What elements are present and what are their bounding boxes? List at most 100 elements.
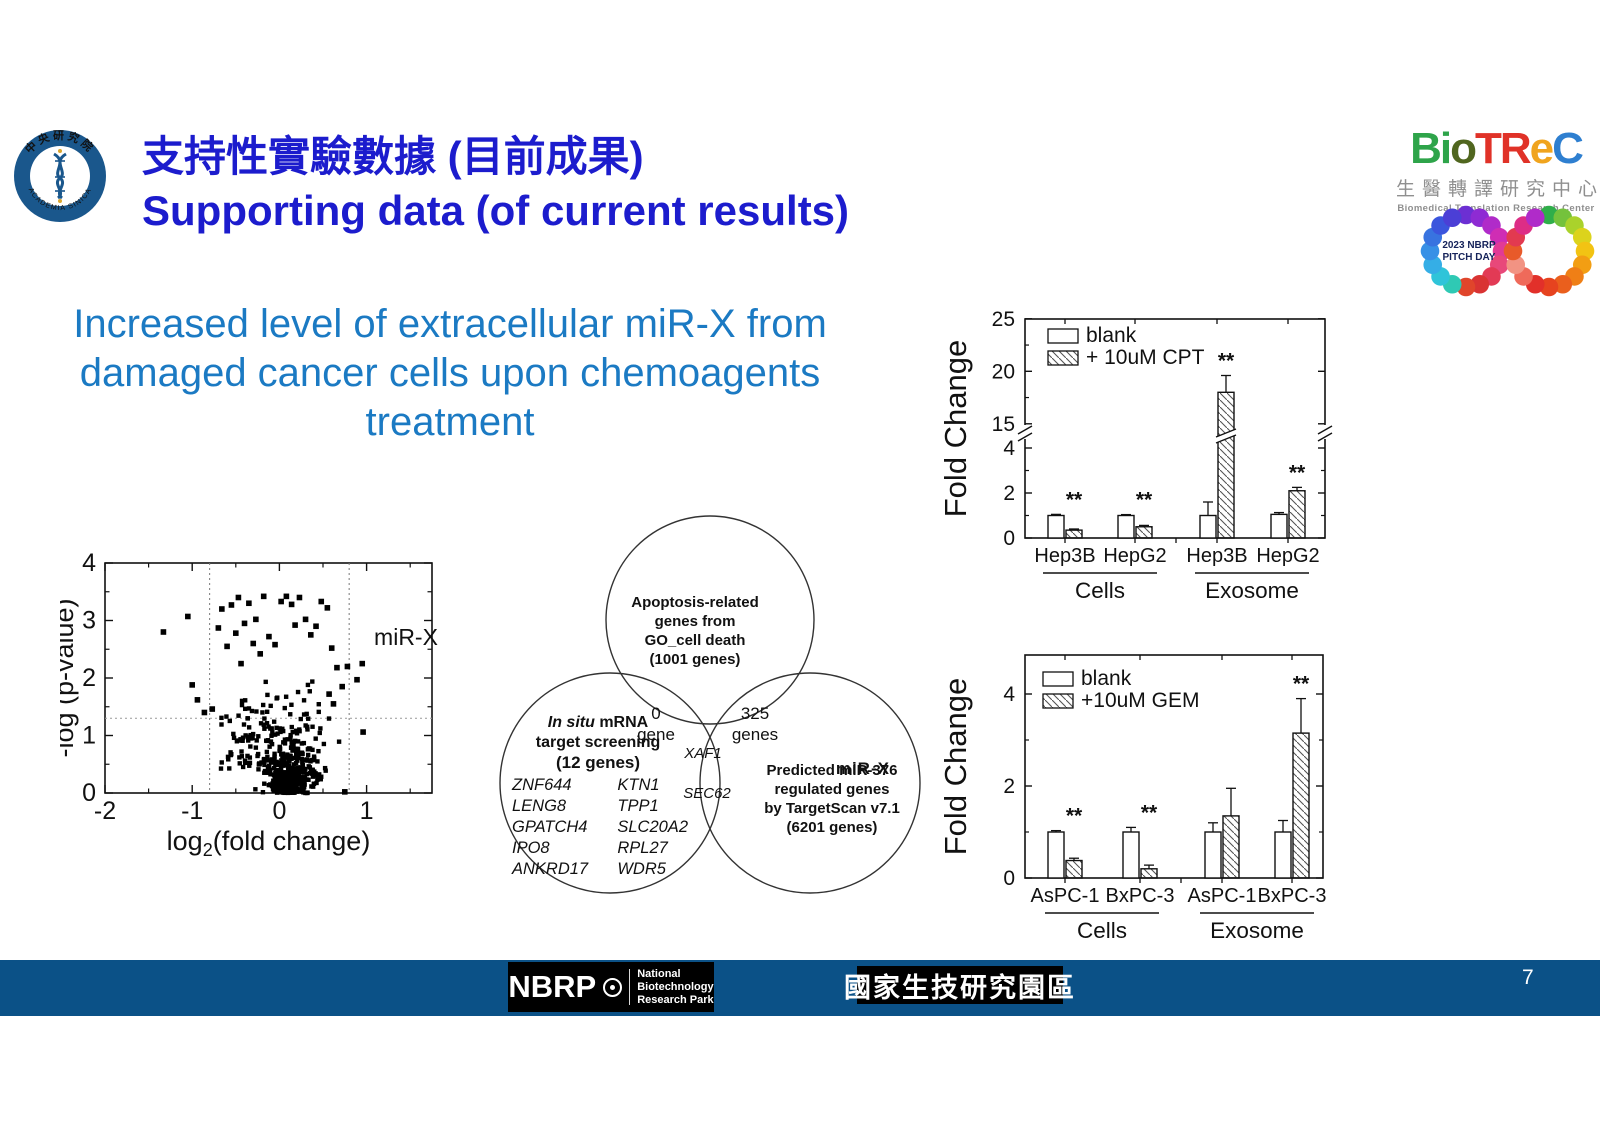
scatter-point xyxy=(274,759,279,765)
scatter-outlier xyxy=(257,651,264,657)
scatter-point xyxy=(315,777,320,782)
scatter-point xyxy=(239,749,244,754)
significance-label: ** xyxy=(1289,461,1306,484)
venn-overlap-top-right: 325 genes xyxy=(731,704,779,744)
scatter-point xyxy=(262,726,267,731)
ring-dot xyxy=(1506,255,1526,275)
scatter-point xyxy=(291,762,297,767)
scatter-point xyxy=(286,769,291,774)
nbrp-divider xyxy=(629,969,631,1005)
biotrec-letter: C xyxy=(1552,124,1584,173)
title-zh: 支持性實驗數據 (目前成果) xyxy=(142,133,644,180)
y-axis-title: -log (p-value) xyxy=(60,598,79,757)
scatter-outlier xyxy=(201,709,208,716)
x-tick-label: -1 xyxy=(181,797,203,825)
scatter-point xyxy=(272,754,277,759)
venn-right-label: Predicted miR-376 miR-X regulated genes … xyxy=(764,759,900,836)
ring-dot xyxy=(1503,241,1523,261)
biotrec-logo: BioTReC 生醫轉譯研究中心 Biomedical Translation … xyxy=(1396,126,1600,215)
page-title: 支持性實驗數據 (目前成果) Supporting data (of curre… xyxy=(142,130,849,238)
bar-treated xyxy=(1065,529,1083,539)
scatter-point xyxy=(277,746,283,751)
category-label: HepG2 xyxy=(1103,545,1166,567)
scatter-point xyxy=(283,770,288,775)
scatter-point xyxy=(298,716,303,722)
title-en: Supporting data (of current results) xyxy=(142,187,850,234)
axis-break-slash xyxy=(1317,432,1333,442)
scatter-point xyxy=(275,731,280,736)
scatter-point xyxy=(249,708,255,714)
biotrec-letter: B xyxy=(1410,124,1442,173)
venn-circle-top xyxy=(605,515,815,725)
scatter-point xyxy=(276,788,281,794)
scatter-point xyxy=(302,782,307,787)
ring-dot xyxy=(1456,277,1476,297)
venn-circle-right xyxy=(699,672,921,894)
scatter-point xyxy=(272,779,277,785)
scatter-point xyxy=(258,721,264,726)
scatter-point xyxy=(242,760,248,766)
scatter-point xyxy=(231,735,237,741)
bar-blank xyxy=(1117,514,1135,539)
scatter-outlier xyxy=(354,676,360,683)
scatter-point xyxy=(278,766,284,771)
scatter-point xyxy=(326,716,332,721)
x-tick-label: -2 xyxy=(94,797,116,825)
scatter-point xyxy=(286,790,291,795)
scatter-point xyxy=(300,781,305,787)
venn-left-label: In situ mRNA target screening (12 genes)… xyxy=(502,713,694,880)
scatter-point xyxy=(269,741,275,747)
venn-top-label: Apoptosis-related genes from GO_cell dea… xyxy=(631,594,759,668)
scatter-point xyxy=(299,741,305,746)
scatter-point xyxy=(281,759,286,765)
scatter-point xyxy=(239,698,245,704)
scatter-point xyxy=(316,748,321,754)
scatter-point xyxy=(278,729,283,735)
scatter-point xyxy=(268,782,273,787)
axis-break-gap xyxy=(1023,425,1027,439)
biotrec-wordmark: BioTReC xyxy=(1396,126,1596,172)
scatter-point xyxy=(301,698,307,703)
scatter-point xyxy=(225,754,231,760)
scatter-point xyxy=(317,730,322,736)
subtitle: Increased level of extracellular miR-X f… xyxy=(73,302,827,444)
biotrec-zh: 生醫轉譯研究中心 xyxy=(1396,179,1600,200)
scatter-point xyxy=(283,776,289,781)
scatter-point xyxy=(280,763,286,768)
bar-blank xyxy=(1204,831,1222,879)
scatter-point xyxy=(273,762,278,767)
scatter-point xyxy=(299,777,304,783)
scatter-point xyxy=(264,721,270,726)
scatter-point xyxy=(287,758,292,764)
scatter-point xyxy=(289,756,294,761)
scatter-outlier xyxy=(334,664,340,671)
significance-label: ** xyxy=(1293,673,1310,696)
scatter-point xyxy=(307,746,313,751)
scatter-outlier xyxy=(215,625,222,631)
scatter-point xyxy=(321,741,327,747)
academia-sinica-logo: 中央研究院 ACADEMIA SINICA xyxy=(14,129,106,222)
scatter-point xyxy=(274,725,279,731)
scatter-point xyxy=(269,733,274,738)
scatter-point xyxy=(289,724,294,730)
scatter-point xyxy=(266,765,271,770)
bar-treated xyxy=(1135,526,1153,539)
scatter-point xyxy=(246,725,252,730)
scatter-point xyxy=(260,789,266,795)
scatter-outlier xyxy=(318,598,325,605)
pitch-day-text: 2023 NBRP PITCH DAY xyxy=(1442,240,1496,263)
scatter-point xyxy=(294,731,300,736)
scatter-point xyxy=(253,787,258,792)
x-tick-label: 1 xyxy=(360,797,374,825)
bar-treated xyxy=(1065,859,1083,879)
scatter-point xyxy=(322,765,328,771)
scatter-point xyxy=(277,748,282,754)
scatter-point xyxy=(227,718,232,724)
ring-dot xyxy=(1553,274,1573,294)
scatter-point xyxy=(293,755,298,761)
y-tick-label: 0 xyxy=(82,779,96,807)
scatter-point xyxy=(285,737,290,742)
scatter-point xyxy=(295,749,300,755)
scatter-point xyxy=(282,705,287,711)
venn-diagram xyxy=(499,515,921,894)
